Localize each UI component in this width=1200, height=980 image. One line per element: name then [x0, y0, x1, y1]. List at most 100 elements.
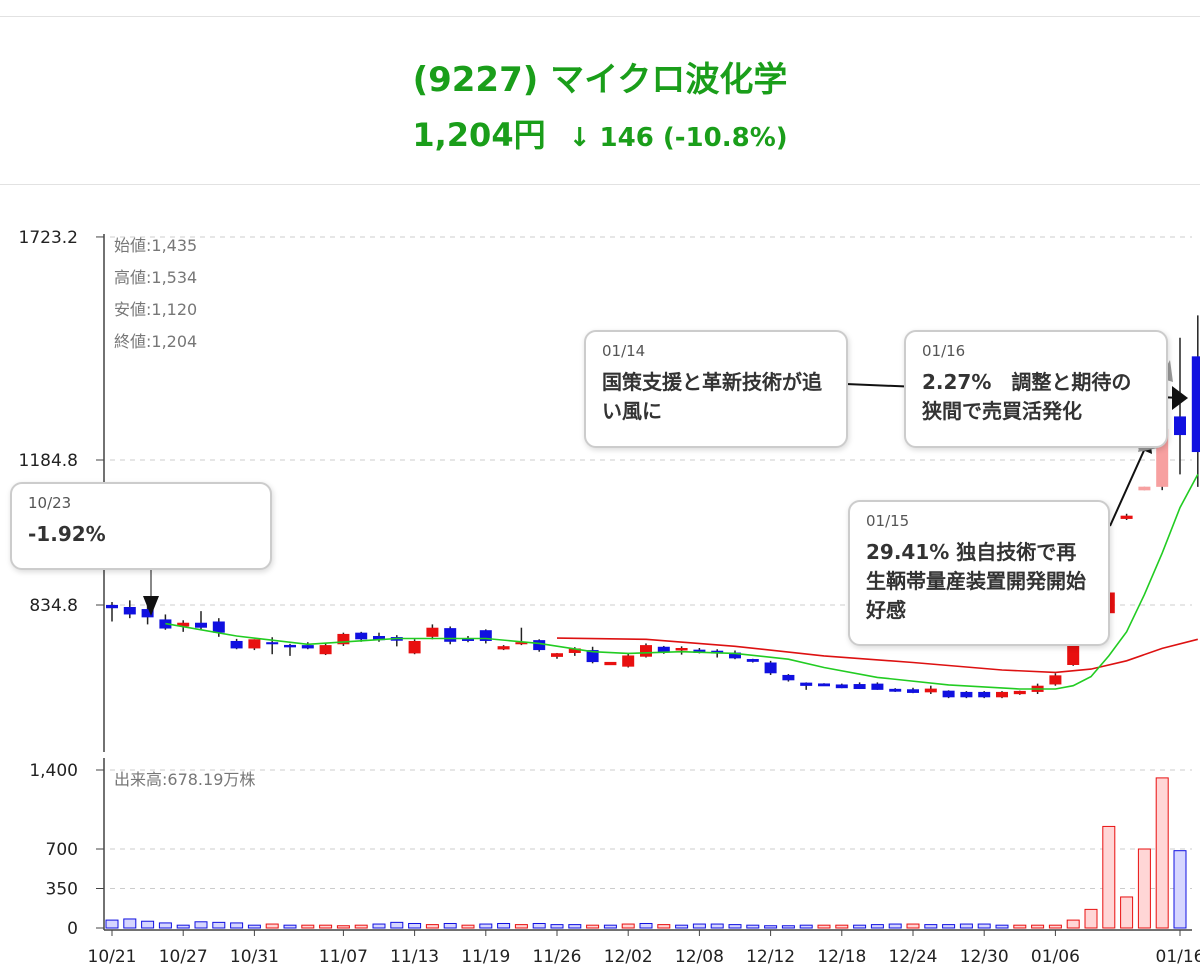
- volume-bar: [1120, 896, 1134, 929]
- candle-body: [497, 646, 510, 650]
- volume-bar: [995, 924, 1009, 929]
- volume-bar: [514, 924, 528, 929]
- volume-bar: [781, 925, 795, 929]
- volume-bar: [799, 924, 813, 929]
- volume-bar: [1137, 848, 1151, 929]
- candle-body: [640, 645, 652, 657]
- volume-bar: [265, 923, 279, 929]
- moving-average-short: [165, 474, 1199, 690]
- x-tick-label: 11/07: [319, 947, 368, 967]
- volume-bar: [230, 922, 244, 929]
- volume-bar: [657, 924, 671, 929]
- volume-bar: [1013, 924, 1027, 929]
- callout-0115: 01/15 29.41% 独自技術で再生鞆帯量産装置開発開始好感: [848, 500, 1110, 646]
- down-arrow-icon: ↓: [568, 123, 591, 153]
- candle-body: [657, 646, 670, 653]
- candle-body: [782, 674, 795, 681]
- x-tick-label: 12/30: [960, 947, 1009, 967]
- volume-bar: [1084, 908, 1098, 929]
- x-tick-label: 10/21: [88, 947, 137, 967]
- volume-bar: [568, 924, 582, 929]
- candle-body: [533, 640, 546, 651]
- volume-bar: [870, 924, 884, 929]
- volume-bar: [817, 924, 831, 929]
- x-tick-label: 11/13: [390, 947, 439, 967]
- candle-body: [1174, 416, 1186, 436]
- volume-bar: [497, 922, 511, 929]
- x-tick-label: 12/02: [604, 947, 653, 967]
- candle-body: [907, 689, 919, 693]
- volume-bar: [746, 924, 760, 929]
- price-line: 1,204円 ↓ 146 (-10.8%): [0, 110, 1200, 156]
- candle-body: [568, 648, 581, 653]
- candle-body: [408, 640, 421, 654]
- candle-body: [266, 642, 279, 645]
- candle-body: [960, 691, 973, 698]
- volume-bar: [123, 918, 137, 929]
- arrow-down-icon: [143, 596, 159, 616]
- volume-bar: [336, 925, 350, 929]
- volume-bar: [977, 923, 991, 929]
- volume-bar: [479, 923, 493, 929]
- header-top-divider: [0, 16, 1200, 17]
- candle-body: [426, 627, 439, 637]
- x-tick-label: 01/16: [1156, 947, 1200, 967]
- price-change: ↓ 146 (-10.8%): [569, 123, 788, 153]
- callout-date: 01/16: [922, 342, 966, 360]
- callout-1023: 10/23 -1.92%: [10, 482, 272, 570]
- candle-body: [622, 655, 635, 667]
- candle-body: [818, 683, 830, 687]
- callout-pointer: [1109, 445, 1147, 527]
- candle-body: [462, 638, 474, 641]
- x-tick-label: 10/31: [230, 947, 279, 967]
- volume-bar: [212, 921, 226, 929]
- callout-text: -1.92%: [28, 522, 106, 546]
- volume-bar: [888, 923, 902, 929]
- candle-body: [301, 645, 314, 649]
- candle-body: [195, 622, 207, 628]
- candle-body: [355, 632, 368, 640]
- callout-0114: 01/14 国策支援と革新技術が追い風に: [584, 330, 848, 448]
- volume-bar: [550, 924, 564, 929]
- callout-text: 29.41% 独自技術で再生鞆帯量産装置開発開始好感: [866, 540, 1086, 622]
- candle-body: [924, 688, 937, 693]
- candle-body: [746, 659, 759, 662]
- ohlc-high: 高値:1,534: [114, 268, 198, 287]
- candle-body: [444, 628, 457, 642]
- candle-body: [123, 606, 136, 615]
- volume-bar: [301, 924, 315, 929]
- callout-0116: 01/16 2.27% 調整と期待の狭間で売買活発化: [904, 330, 1168, 448]
- candle-body: [141, 609, 154, 618]
- candle-body: [551, 653, 563, 657]
- candle-body: [515, 642, 528, 645]
- candle-body: [177, 622, 190, 627]
- candle-body: [675, 648, 688, 651]
- volume-bar: [372, 923, 386, 929]
- candle-body: [693, 649, 706, 653]
- volume-bar: [639, 922, 653, 929]
- candle-body: [871, 683, 884, 690]
- change-value: 146 (-10.8%): [599, 123, 788, 153]
- callout-date: 01/15: [866, 512, 910, 530]
- candle-body: [1120, 515, 1133, 519]
- header-bottom-divider: [0, 184, 1200, 185]
- volume-bar: [959, 923, 973, 929]
- candle-body: [996, 691, 1008, 698]
- volume-bar: [194, 921, 208, 929]
- candle-body: [1191, 356, 1200, 453]
- volume-bar: [425, 924, 439, 929]
- x-tick-label: 01/06: [1031, 947, 1080, 967]
- volume-bar: [408, 922, 422, 929]
- volume-bar: [675, 924, 689, 929]
- candle-body: [212, 621, 225, 633]
- candle-body: [373, 635, 385, 641]
- volume-bar: [1173, 850, 1187, 929]
- volume-bar: [586, 924, 600, 929]
- ohlc-open: 始値:1,435: [114, 236, 198, 255]
- candle-body: [1013, 690, 1026, 695]
- volume-bar: [319, 924, 333, 929]
- candle-body: [764, 662, 777, 674]
- candle-body: [835, 684, 848, 689]
- volume-bar: [835, 924, 849, 929]
- candle-body: [479, 630, 492, 641]
